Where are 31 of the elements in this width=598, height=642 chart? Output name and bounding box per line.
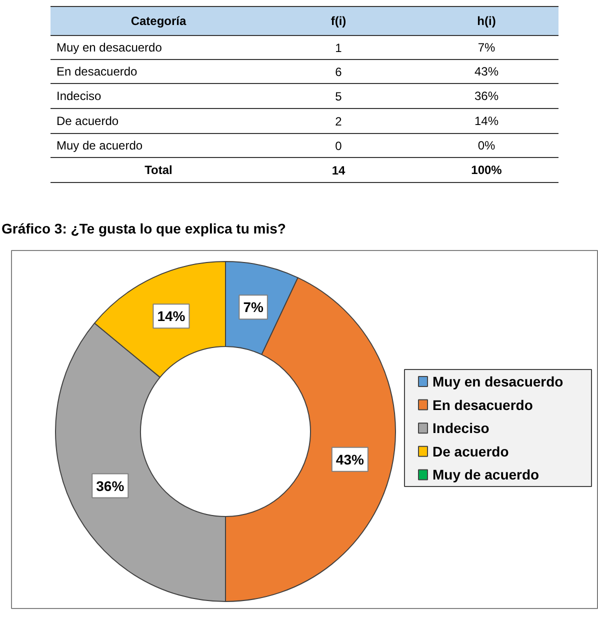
data-label: 36%	[96, 478, 125, 494]
text: Total	[144, 163, 172, 177]
legend-label: Indeciso	[432, 420, 490, 436]
text: 6	[335, 65, 342, 79]
category-label: De acuerdo	[56, 114, 119, 128]
legend-label: De acuerdo	[432, 443, 509, 460]
legend-label: En desacuerdo	[432, 396, 533, 413]
data-label: 14%	[157, 308, 186, 324]
text: 14	[332, 164, 346, 178]
category-label: Muy en desacuerdo	[56, 40, 162, 54]
text: 1	[335, 41, 342, 55]
data-label: 43%	[336, 451, 364, 468]
text: 7%	[478, 40, 496, 54]
text: 0	[335, 139, 342, 153]
text: 5	[335, 90, 342, 104]
text: h(i)	[477, 14, 496, 28]
category-label: Muy de acuerdo	[56, 138, 143, 152]
category-label: En desacuerdo	[56, 64, 138, 78]
text: 43%	[474, 64, 499, 78]
text: f(i)	[330, 14, 346, 28]
text: 2	[335, 114, 342, 128]
text: Categoría	[130, 14, 186, 28]
category-label: Indeciso	[56, 89, 102, 103]
legend-label: Muy en desacuerdo	[432, 374, 564, 390]
text: 0%	[478, 138, 496, 152]
legend-label: Muy de acuerdo	[432, 466, 540, 483]
data-label: 7%	[243, 299, 264, 316]
chart-title: Gráfico 3: ¿Te gusta lo que explica tu mis?	[2, 220, 286, 236]
text: 14%	[474, 114, 499, 128]
text: 36%	[474, 89, 499, 103]
text: 100%	[471, 163, 502, 177]
